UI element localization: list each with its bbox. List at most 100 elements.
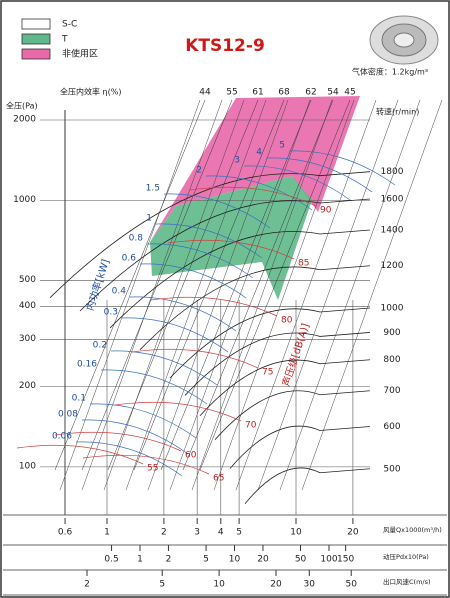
power-curve bbox=[163, 193, 271, 229]
legend-swatch bbox=[21, 33, 51, 45]
speed-curve bbox=[229, 425, 371, 469]
speed-label: 1800 bbox=[381, 167, 404, 177]
efficiency-label: 68 bbox=[278, 88, 290, 98]
resistance-line bbox=[235, 99, 377, 491]
power-label: 0.8 bbox=[129, 234, 144, 244]
speed-curve bbox=[169, 307, 371, 379]
noise-label: 85 bbox=[298, 259, 309, 269]
x-tick-label: 150 bbox=[337, 555, 354, 565]
y-tick-label: 1000 bbox=[13, 195, 36, 205]
efficiency-label: 62 bbox=[305, 88, 316, 98]
power-label: 0.1 bbox=[72, 394, 86, 404]
noise-curve bbox=[150, 296, 278, 317]
x-tick-label: 0.5 bbox=[104, 555, 118, 565]
legend-label: S-C bbox=[62, 20, 77, 30]
power-curve bbox=[265, 157, 373, 193]
power-label: 0.3 bbox=[104, 308, 118, 318]
power-curve bbox=[81, 419, 189, 455]
speed-curve bbox=[109, 229, 371, 329]
efficiency-line bbox=[54, 99, 206, 471]
speed-label: 1400 bbox=[381, 225, 404, 235]
resistance-line bbox=[147, 99, 289, 491]
speed-label: 800 bbox=[383, 355, 400, 365]
efficiency-label: 55 bbox=[226, 88, 237, 98]
x-tick-label: 10 bbox=[290, 528, 302, 538]
resistance-line bbox=[81, 99, 223, 491]
efficiency-line bbox=[81, 99, 233, 471]
unusable-region bbox=[150, 96, 360, 242]
noise-curve bbox=[189, 186, 317, 207]
y-tick-label: 300 bbox=[19, 334, 36, 344]
power-curve bbox=[75, 441, 183, 477]
power-curve bbox=[146, 243, 254, 279]
power-curve bbox=[100, 369, 208, 405]
power-curve bbox=[110, 350, 218, 386]
speed-label: 700 bbox=[383, 386, 400, 396]
efficiency-label: 54 bbox=[327, 88, 339, 98]
y-tick-label: 200 bbox=[19, 381, 36, 391]
power-label: 0.06 bbox=[52, 432, 72, 442]
legend-label: 非使用区 bbox=[62, 48, 98, 60]
noise-label: 65 bbox=[213, 474, 224, 484]
y-title: 全压(Pa) bbox=[6, 101, 38, 111]
noise-label: 75 bbox=[262, 368, 273, 378]
x-tick-label: 1 bbox=[104, 528, 110, 538]
speed-curve bbox=[139, 265, 371, 350]
x-tick-label: 5 bbox=[236, 528, 242, 538]
x-tick-label: 0.6 bbox=[58, 528, 73, 538]
speed-curve bbox=[244, 467, 371, 505]
power-label: 1 bbox=[146, 214, 152, 224]
noise-curve bbox=[131, 348, 259, 369]
x-tick-label: 20 bbox=[257, 555, 269, 565]
speed-curve bbox=[214, 390, 371, 440]
resistance-line bbox=[279, 99, 421, 491]
x-tick-label: 10 bbox=[213, 580, 225, 590]
x-tick-label: 5 bbox=[159, 580, 165, 590]
power-curve bbox=[155, 223, 263, 259]
efficiency-label: 61 bbox=[252, 88, 263, 98]
power-label: 1.5 bbox=[146, 184, 160, 194]
y-tick-label: 100 bbox=[19, 461, 36, 471]
noise-curve bbox=[167, 239, 295, 260]
power-label: 4 bbox=[256, 148, 262, 158]
power-curve bbox=[288, 150, 396, 186]
density-note: 气体密度：1.2kg/m³ bbox=[352, 67, 428, 77]
x-tick-label: 30 bbox=[304, 580, 316, 590]
x-tick-label: 50 bbox=[345, 580, 357, 590]
power-curve bbox=[243, 165, 351, 201]
power-curve bbox=[139, 263, 247, 299]
efficiency-line bbox=[182, 99, 334, 471]
resistance-line bbox=[59, 99, 201, 491]
power-label: 0.4 bbox=[112, 287, 127, 297]
noise-curve bbox=[114, 401, 242, 422]
x-tick-label: 20 bbox=[270, 580, 282, 590]
power-curve bbox=[89, 403, 197, 439]
power-label: 0.08 bbox=[58, 410, 78, 420]
x-tick-label: 2 bbox=[84, 580, 90, 590]
x-tick-label: 3 bbox=[194, 528, 200, 538]
resistance-line bbox=[125, 99, 267, 491]
resistance-line bbox=[213, 99, 355, 491]
power-label: 5 bbox=[279, 141, 285, 151]
efficiency-label: 44 bbox=[199, 88, 211, 98]
power-curve bbox=[121, 317, 229, 353]
power-label: 0.16 bbox=[77, 360, 97, 370]
resistance-line bbox=[191, 99, 333, 491]
legend-label: T bbox=[61, 35, 68, 45]
x-scale-title: 风量Qx1000(m³/h) bbox=[383, 526, 442, 534]
x-tick-label: 5 bbox=[203, 555, 209, 565]
resistance-line bbox=[257, 99, 399, 491]
noise-label: 70 bbox=[245, 421, 257, 431]
speed-curve bbox=[199, 359, 371, 417]
x-tick-label: 2 bbox=[166, 555, 172, 565]
speed-label: 500 bbox=[383, 464, 400, 474]
speed-curve bbox=[184, 332, 371, 396]
power-curve bbox=[205, 175, 313, 211]
speed-label: 900 bbox=[383, 328, 400, 338]
x-scale-title: 动压Pdx10(Pa) bbox=[383, 553, 429, 561]
efficiency-title: 全压内效率 η(%) bbox=[60, 87, 121, 97]
y-tick-label: 400 bbox=[19, 301, 36, 311]
speed-label: 1600 bbox=[381, 194, 404, 204]
noise-label: 80 bbox=[281, 316, 293, 326]
